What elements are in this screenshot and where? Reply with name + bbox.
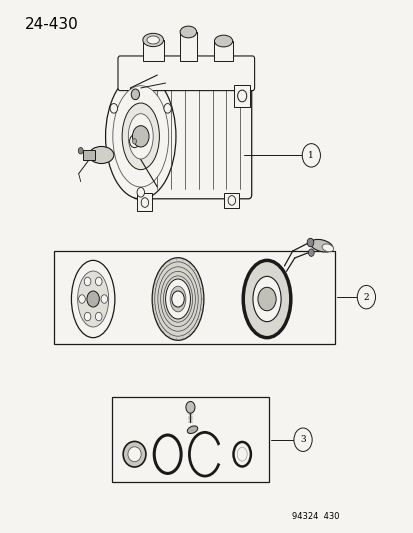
Circle shape (84, 277, 91, 286)
Text: 24-430: 24-430 (25, 17, 78, 32)
Ellipse shape (105, 74, 176, 199)
Circle shape (356, 286, 375, 309)
Circle shape (78, 295, 85, 303)
Ellipse shape (123, 441, 145, 467)
Ellipse shape (128, 114, 153, 159)
FancyBboxPatch shape (133, 78, 251, 199)
Ellipse shape (165, 279, 190, 319)
Circle shape (185, 401, 195, 413)
Ellipse shape (112, 86, 169, 187)
Circle shape (228, 196, 235, 205)
Bar (224, 193, 239, 208)
Circle shape (78, 148, 83, 154)
Circle shape (129, 135, 139, 148)
Bar (112, 397, 268, 482)
Ellipse shape (142, 33, 163, 47)
Circle shape (132, 126, 149, 147)
Ellipse shape (321, 244, 333, 252)
Circle shape (301, 144, 320, 167)
Circle shape (87, 291, 99, 307)
Ellipse shape (180, 26, 196, 38)
Circle shape (101, 295, 107, 303)
Circle shape (95, 312, 102, 321)
Ellipse shape (214, 35, 232, 47)
Ellipse shape (71, 261, 115, 338)
Circle shape (132, 139, 136, 144)
FancyBboxPatch shape (118, 56, 254, 91)
Bar (233, 85, 250, 107)
Bar (54, 251, 335, 344)
Ellipse shape (89, 147, 114, 164)
Bar (137, 193, 152, 211)
Circle shape (84, 312, 90, 321)
Text: 1: 1 (308, 151, 313, 160)
Circle shape (131, 89, 139, 100)
Ellipse shape (310, 239, 332, 252)
Circle shape (257, 287, 275, 311)
Circle shape (171, 291, 184, 307)
Ellipse shape (243, 261, 290, 338)
Ellipse shape (152, 258, 203, 341)
Circle shape (237, 90, 246, 102)
Circle shape (110, 103, 117, 113)
Bar (214, 41, 232, 61)
Ellipse shape (122, 103, 159, 169)
Circle shape (141, 198, 148, 207)
Circle shape (137, 188, 144, 197)
Bar (83, 150, 95, 160)
Circle shape (306, 238, 313, 247)
Ellipse shape (128, 447, 141, 462)
Ellipse shape (78, 271, 108, 327)
Ellipse shape (147, 36, 159, 44)
Ellipse shape (252, 277, 280, 322)
Wedge shape (214, 443, 225, 465)
Bar (180, 32, 196, 61)
Circle shape (308, 249, 313, 256)
Circle shape (164, 103, 171, 113)
Circle shape (95, 277, 102, 286)
Text: 3: 3 (299, 435, 305, 444)
Circle shape (293, 428, 311, 451)
Bar (142, 40, 163, 61)
Ellipse shape (187, 426, 197, 433)
Text: 94324  430: 94324 430 (291, 512, 339, 521)
Ellipse shape (170, 286, 185, 312)
Text: 2: 2 (363, 293, 368, 302)
